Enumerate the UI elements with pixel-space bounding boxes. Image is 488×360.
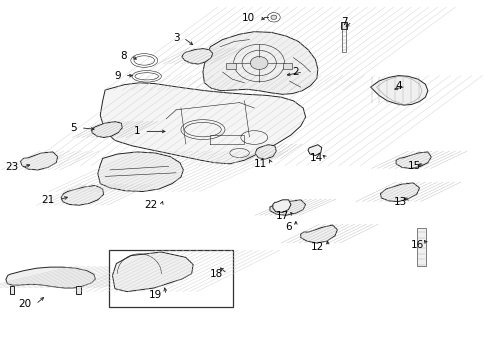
- Polygon shape: [272, 200, 290, 212]
- Polygon shape: [76, 286, 81, 294]
- Polygon shape: [112, 252, 193, 292]
- Text: 4: 4: [394, 81, 401, 91]
- Text: 6: 6: [285, 222, 291, 232]
- Bar: [416, 228, 425, 266]
- Text: 23: 23: [5, 162, 18, 172]
- Text: 10: 10: [242, 13, 255, 23]
- Text: 16: 16: [410, 240, 423, 250]
- Polygon shape: [395, 152, 430, 168]
- Text: 15: 15: [407, 161, 421, 171]
- Circle shape: [270, 15, 276, 19]
- Polygon shape: [341, 22, 346, 29]
- Text: 18: 18: [210, 269, 223, 279]
- Text: 2: 2: [292, 67, 299, 77]
- Text: 1: 1: [133, 126, 140, 136]
- Polygon shape: [300, 225, 337, 243]
- Polygon shape: [370, 76, 427, 105]
- Text: 20: 20: [19, 299, 32, 309]
- Bar: [108, 250, 233, 307]
- Text: 21: 21: [41, 195, 55, 205]
- Text: 5: 5: [70, 123, 77, 133]
- Text: 19: 19: [149, 290, 162, 300]
- Polygon shape: [100, 83, 305, 164]
- Text: 17: 17: [276, 211, 289, 221]
- Text: 13: 13: [393, 197, 406, 207]
- Text: 8: 8: [120, 51, 127, 61]
- Text: 11: 11: [254, 159, 267, 169]
- Polygon shape: [20, 152, 58, 170]
- Text: 14: 14: [309, 153, 322, 163]
- Polygon shape: [10, 286, 14, 294]
- Polygon shape: [255, 145, 276, 159]
- Text: 22: 22: [144, 200, 157, 210]
- Text: 3: 3: [172, 33, 179, 43]
- Polygon shape: [203, 32, 317, 94]
- Polygon shape: [380, 183, 419, 202]
- Text: 7: 7: [341, 17, 347, 27]
- Text: 9: 9: [114, 71, 121, 81]
- Bar: [225, 63, 235, 69]
- Polygon shape: [307, 145, 321, 156]
- Polygon shape: [92, 122, 122, 138]
- Polygon shape: [61, 185, 103, 205]
- Circle shape: [250, 57, 267, 69]
- Text: 12: 12: [310, 242, 323, 252]
- Bar: [282, 63, 292, 69]
- Polygon shape: [269, 200, 305, 215]
- Polygon shape: [6, 267, 95, 288]
- Polygon shape: [182, 49, 212, 64]
- Polygon shape: [98, 152, 183, 192]
